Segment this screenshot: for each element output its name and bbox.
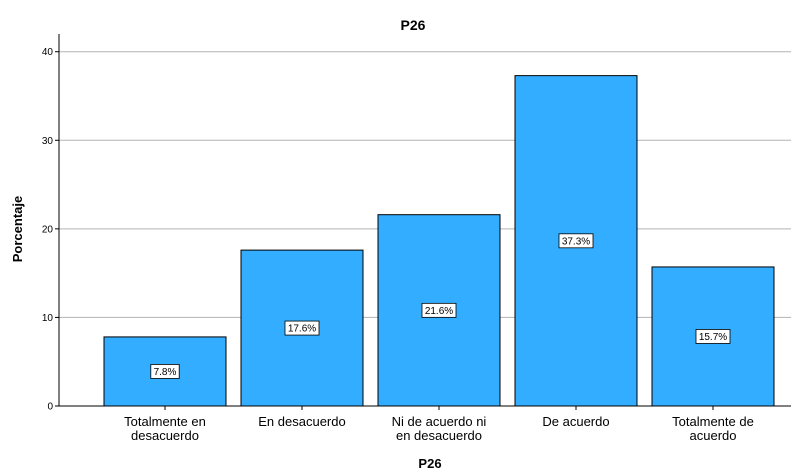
- category-label: Totalmente en: [124, 414, 206, 429]
- y-tick-labels: 0 10 20 30 40: [42, 47, 59, 413]
- y-tick-label: 10: [42, 313, 54, 324]
- data-label-box: [421, 302, 457, 318]
- y-tick-label: 40: [42, 47, 54, 58]
- chart-title: P26: [401, 17, 426, 33]
- category-label: en desacuerdo: [396, 428, 482, 443]
- category-label: Totalmente de: [672, 414, 754, 429]
- axes: [58, 34, 791, 407]
- category-label: desacuerdo: [131, 428, 199, 443]
- x-axis-label: P26: [418, 456, 441, 471]
- data-label: 7.8%: [154, 367, 177, 378]
- data-label-box: [284, 320, 320, 336]
- category-label: En desacuerdo: [258, 414, 345, 429]
- y-tick-label: 20: [42, 224, 54, 235]
- category-label: De acuerdo: [542, 414, 609, 429]
- category-label: Ni de acuerdo ni: [392, 414, 487, 429]
- y-axis-label: Porcentaje: [10, 196, 25, 262]
- category-label: acuerdo: [690, 428, 737, 443]
- data-label: 15.7%: [699, 332, 727, 343]
- data-labels: 7.8% 17.6% 21.6% 37.3% 15.7%: [150, 233, 731, 379]
- data-label-box: [695, 329, 731, 344]
- data-label: 21.6%: [425, 306, 453, 317]
- data-label: 17.6%: [288, 324, 316, 335]
- data-label: 37.3%: [562, 236, 590, 247]
- data-label-box: [150, 364, 180, 379]
- data-label-box: [558, 233, 594, 249]
- y-tick-label: 30: [42, 136, 54, 147]
- y-tick-label: 0: [47, 402, 53, 413]
